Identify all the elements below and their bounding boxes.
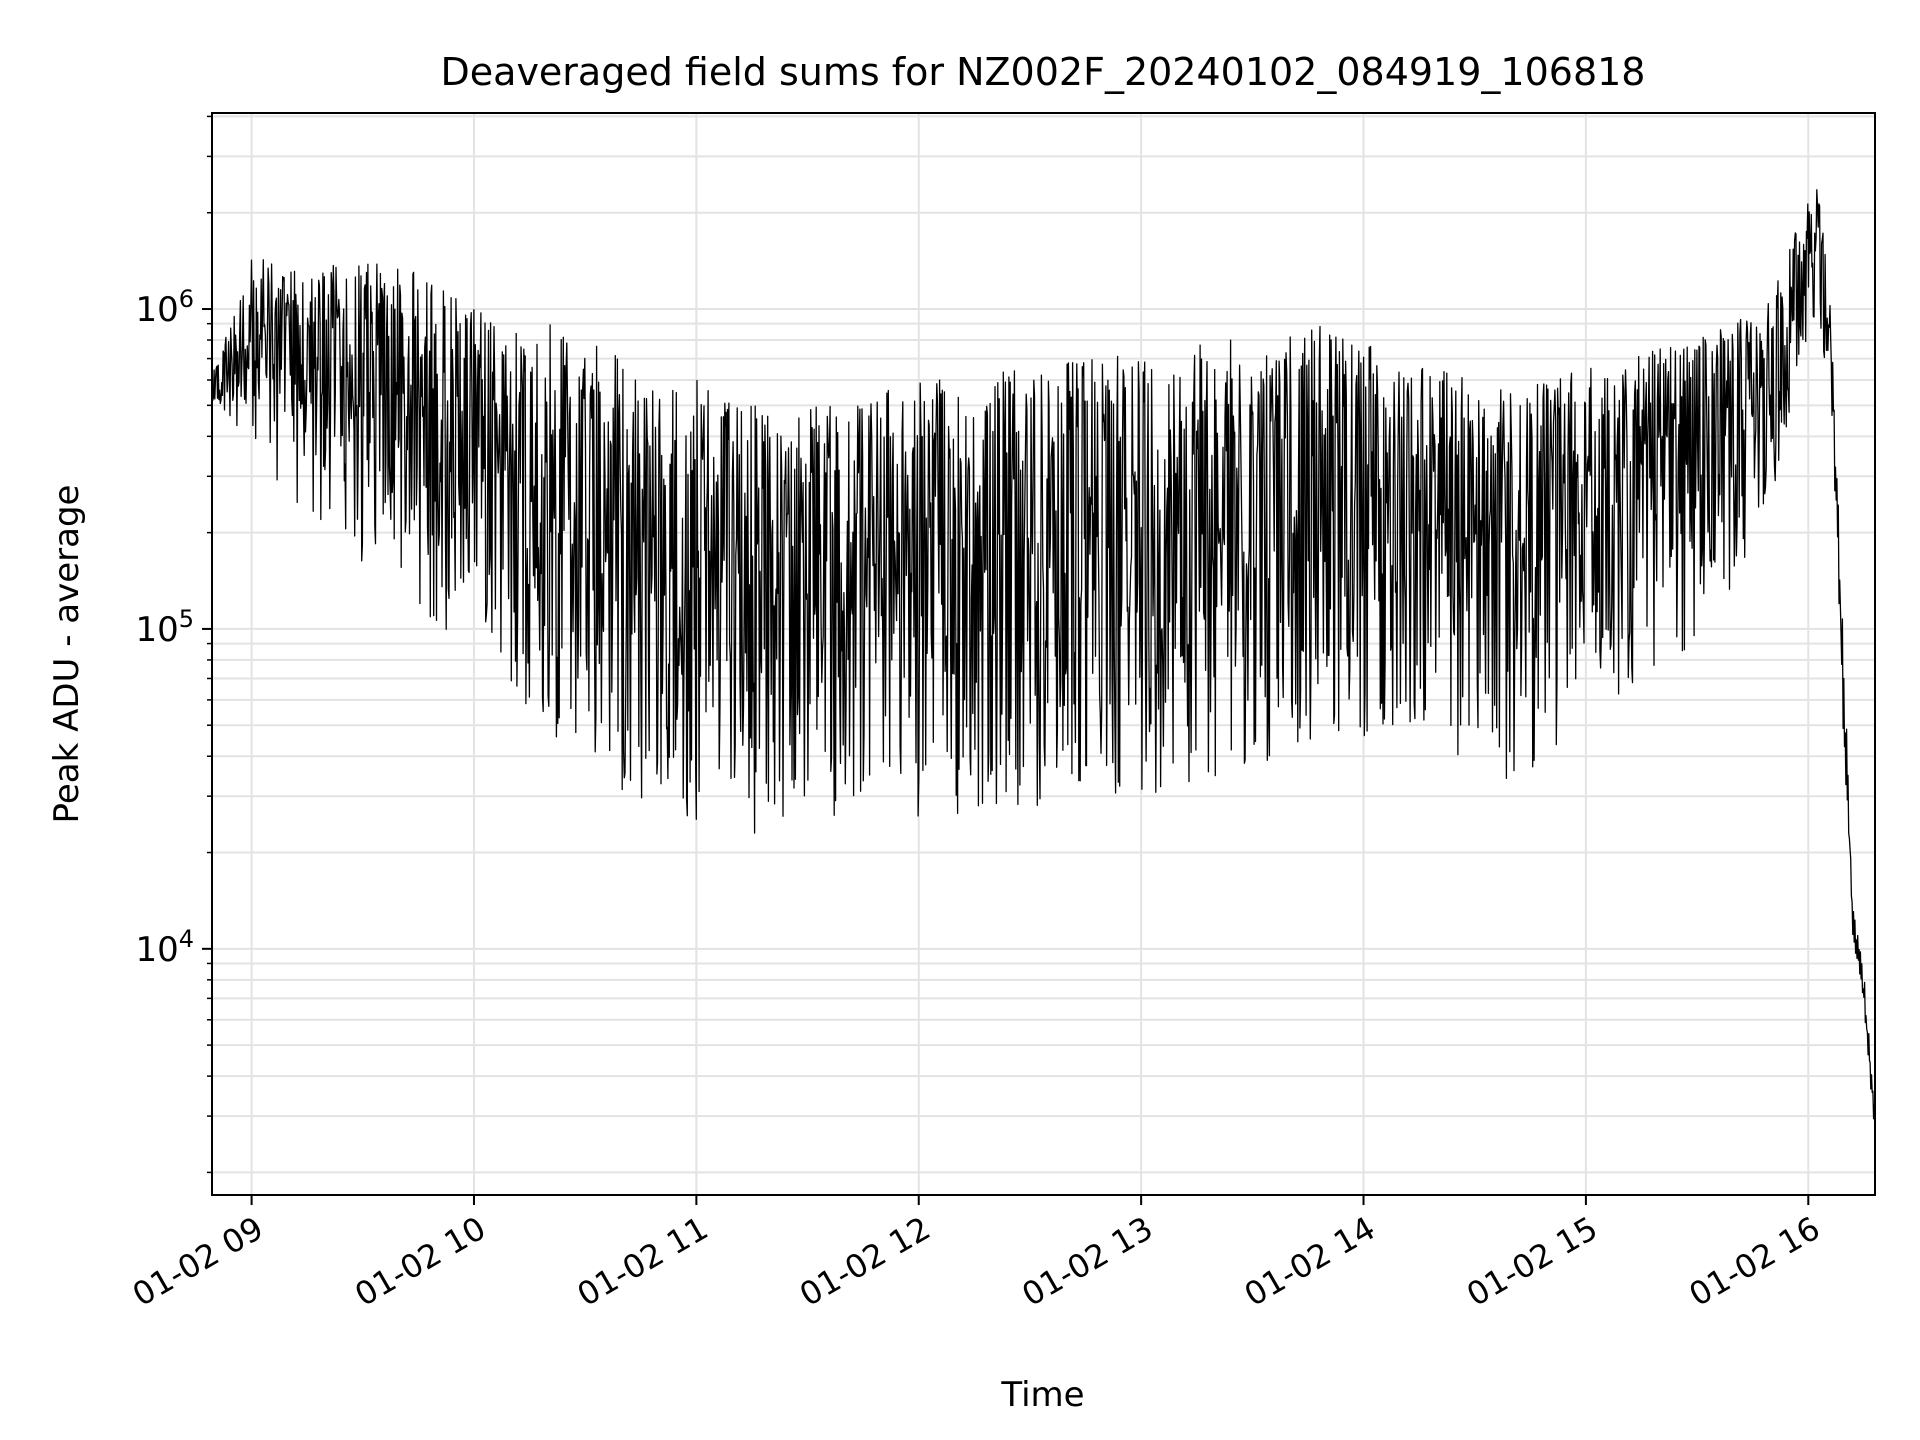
series-line xyxy=(211,189,1876,1140)
plot-area-frame xyxy=(211,112,1876,1196)
y-tick-label: 105 xyxy=(135,605,194,650)
data-series xyxy=(211,189,1876,1140)
y-tick-label: 104 xyxy=(135,925,194,970)
chart-title: Deaveraged field sums for NZ002F_2024010… xyxy=(441,50,1646,94)
y-tick-label: 106 xyxy=(135,285,194,330)
x-axis-label: Time xyxy=(1000,1375,1084,1415)
y-axis-label: Peak ADU - average xyxy=(47,485,87,824)
